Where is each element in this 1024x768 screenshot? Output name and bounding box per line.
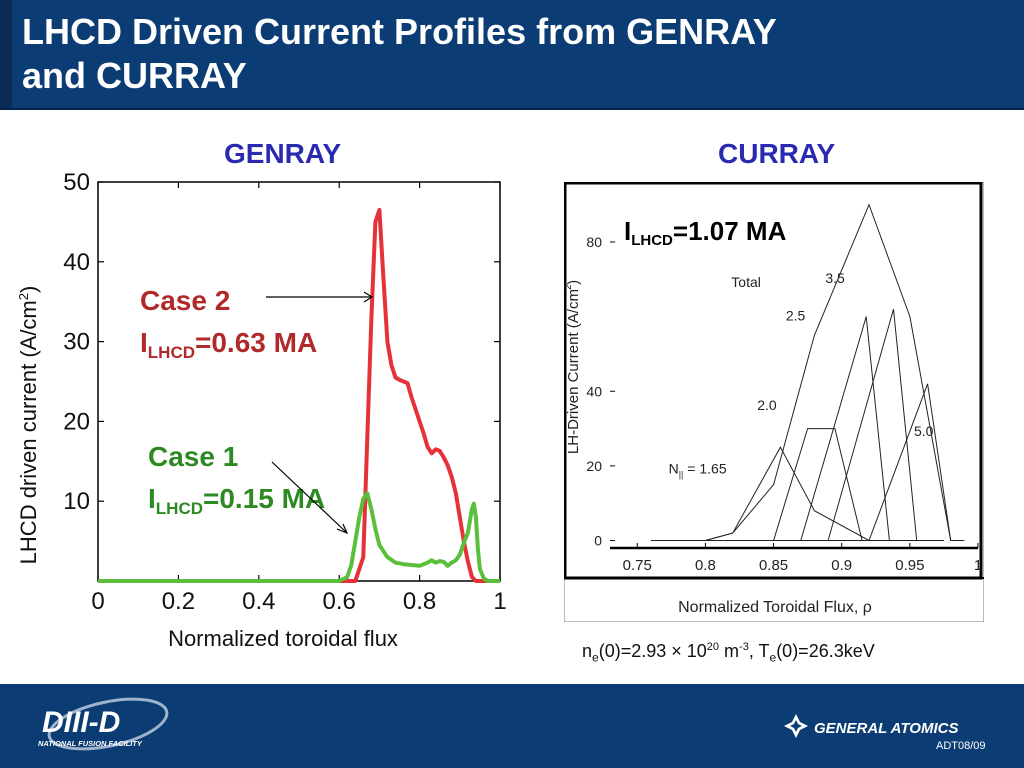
genray-series (98, 207, 500, 583)
general-atomics-star-icon (784, 714, 808, 738)
diii-d-logo: DIII-D NATIONAL FUSION FACILITY (38, 697, 169, 751)
curray-series-line (814, 383, 965, 541)
curray-x-tick-label: 0.95 (895, 557, 924, 574)
title-bar: LHCD Driven Current Profiles from GENRAY… (0, 0, 1024, 108)
curray-y-axis-label: LH-Driven Current (A/cm )2 (564, 280, 582, 454)
case1-annotation: Case 1 ILHCD=0.15 MA (148, 441, 349, 535)
genray-series-case-2 (98, 207, 500, 583)
curray-series-line (650, 203, 952, 541)
curray-series-label: N|| = 1.65 (669, 460, 727, 479)
curray-y-tick-label: 0 (594, 533, 602, 549)
genray-x-tick-label: 0.2 (162, 588, 195, 615)
general-atomics-logo: GENERAL ATOMICS (784, 714, 958, 738)
curray-heading: CURRAY (718, 138, 836, 169)
curray-x-tick-label: 0.75 (623, 557, 652, 574)
case1-arrow-head (336, 523, 349, 535)
curray-x-tick-label: 0.85 (759, 557, 788, 574)
general-atomics-logo-text: GENERAL ATOMICS (814, 720, 958, 737)
case1-arrow (271, 461, 347, 533)
curray-y-tick-label: 80 (586, 234, 602, 250)
curray-inner-frame (564, 182, 983, 580)
title-bar-accent (0, 0, 12, 108)
genray-y-tick-label: 20 (63, 408, 90, 435)
curray-series-label: 5.0 (914, 423, 934, 439)
genray-heading: GENRAY (224, 138, 342, 169)
genray-y-label-sup: 2 (16, 293, 31, 300)
footer-bar (0, 684, 1024, 768)
genray-y-tick-label: 30 (63, 329, 90, 356)
genray-x-tick-label: 0.6 (323, 588, 356, 615)
curray-chart: LH-Driven Current (A/cm )2 0.75 0.8 0.85 0.… (564, 182, 984, 622)
case2-current: ILHCD=0.63 MA (140, 327, 317, 362)
slide-title-line1: LHCD Driven Current Profiles from GENRAY (22, 11, 777, 52)
curray-y-tick-label: 40 (586, 383, 602, 399)
curray-x-axis-label: Normalized Toroidal Flux, ρ (678, 599, 872, 616)
slide-code: ADT08/09 (936, 740, 986, 752)
curray-series-label: Total (731, 274, 761, 290)
curray-series-line (759, 316, 924, 541)
curray-x-tick-label: 1 (974, 557, 982, 574)
diii-d-orbit-icon (47, 697, 169, 751)
curray-series-labels: Total 2.5 3.5 2.0 5.0 N|| = 1.65 (669, 270, 934, 479)
genray-x-axis-label: Normalized toroidal flux (168, 626, 398, 651)
curray-series-label: 3.5 (825, 270, 845, 286)
case2-annotation: Case 2 ILHCD=0.63 MA (140, 285, 374, 362)
genray-x-tick-label: 0.4 (242, 588, 275, 615)
genray-ticks: 0 0.2 0.4 0.6 0.8 1 10 20 30 40 50 (63, 169, 506, 615)
genray-chart: LHCD driven current (A/cm2) 0 0.2 0.4 0.6 0.… (16, 169, 507, 651)
case2-label: Case 2 (140, 285, 230, 316)
diii-d-logo-subtext: NATIONAL FUSION FACILITY (38, 739, 143, 748)
plasma-parameters: ne(0)=2.93 × 1020 m-3, Te(0)=26.3keV (582, 641, 875, 665)
curray-ticks: 0.75 0.8 0.85 0.9 0.95 1 0 20 40 80 (586, 234, 982, 574)
curray-total-current: ILHCD=1.07 MA (624, 216, 787, 249)
case2-arrow-head (363, 291, 374, 303)
curray-x-tick-label: 0.8 (695, 557, 716, 574)
curray-series-label: 2.0 (757, 397, 777, 413)
genray-y-axis-label: LHCD driven current (A/cm2) (16, 286, 41, 565)
genray-x-tick-label: 1 (493, 588, 506, 615)
title-divider (0, 108, 1024, 110)
genray-y-tick-label: 40 (63, 249, 90, 276)
genray-y-tick-label: 10 (63, 488, 90, 515)
curray-y-tick-label: 20 (586, 458, 602, 474)
genray-y-label-main: LHCD driven current (A/cm (16, 300, 41, 564)
genray-series-case-1 (98, 491, 500, 583)
genray-y-label-end: ) (16, 286, 41, 293)
case1-current: ILHCD=0.15 MA (148, 483, 325, 518)
slide-title-line2: and CURRAY (22, 55, 247, 96)
genray-x-tick-label: 0.8 (403, 588, 436, 615)
genray-plot-frame (97, 181, 501, 582)
case1-label: Case 1 (148, 441, 238, 472)
curray-series (650, 203, 965, 541)
curray-series-label: 2.5 (786, 307, 806, 323)
slide-title: LHCD Driven Current Profiles from GENRAY… (22, 10, 982, 98)
diii-d-logo-text: DIII-D (42, 706, 120, 739)
genray-y-tick-label: 50 (63, 169, 90, 196)
curray-x-tick-label: 0.9 (831, 557, 852, 574)
genray-x-tick-label: 0 (91, 588, 104, 615)
